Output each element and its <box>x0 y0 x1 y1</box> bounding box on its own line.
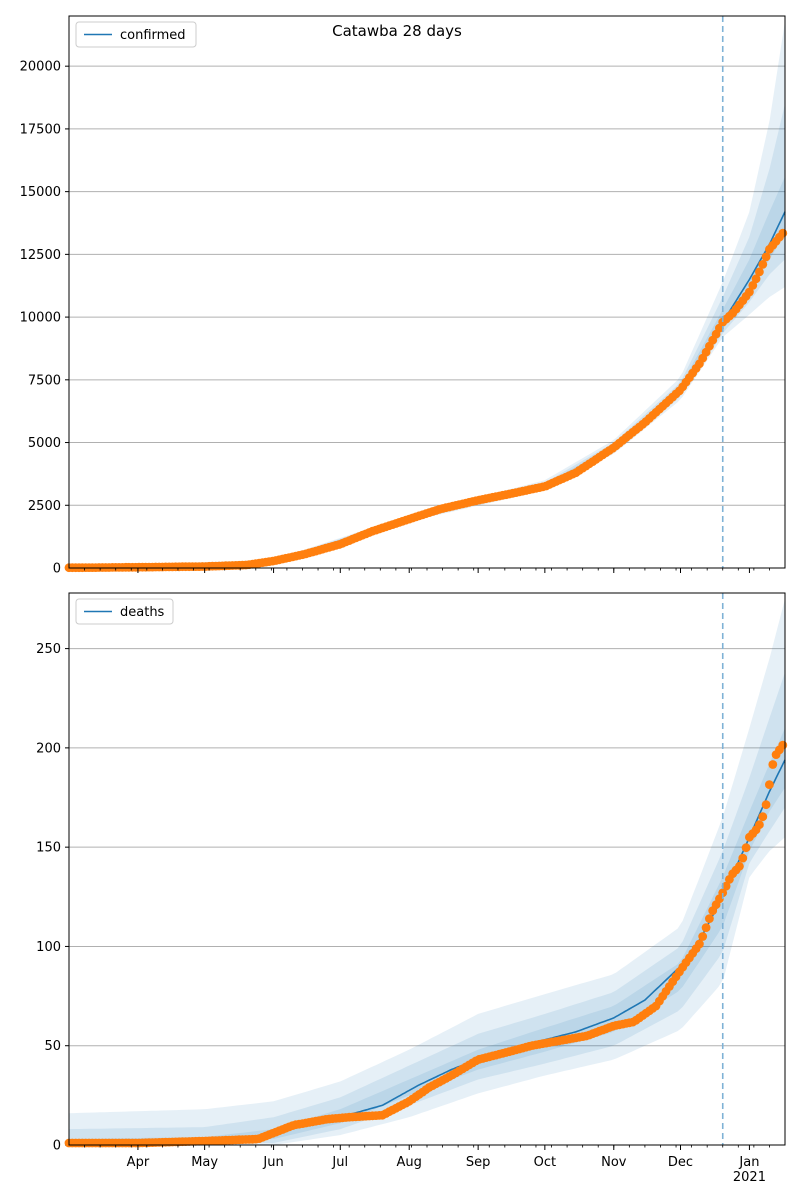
confirmed-observed-point <box>748 281 758 290</box>
confirmed-observed-point <box>755 267 764 277</box>
confirmed-observed-point <box>745 287 754 297</box>
deaths-observed-point <box>778 740 788 750</box>
confirmed-uncertainty-band-1 <box>69 103 785 568</box>
deaths-x-tick-label: Aug <box>397 1155 422 1170</box>
deaths-observed-point <box>765 780 774 789</box>
deaths-observed-point <box>741 843 751 853</box>
deaths-legend: deaths <box>75 598 174 625</box>
confirmed-y-tick-label: 17500 <box>20 122 61 137</box>
deaths-y-tick-label: 50 <box>44 1039 61 1054</box>
confirmed-y-tick-label: 15000 <box>20 185 61 200</box>
deaths-axes-frame <box>68 592 786 1146</box>
deaths-observed-point <box>735 861 744 871</box>
deaths-x-tick-label: Jun <box>262 1155 283 1170</box>
confirmed-y-tick-label: 12500 <box>20 248 61 263</box>
confirmed-y-tick-label: 2500 <box>28 499 61 514</box>
deaths-observed-point <box>698 932 708 941</box>
deaths-observed-point <box>721 881 731 891</box>
confirmed-y-tick-label: 0 <box>53 562 61 577</box>
confirmed-observed-point <box>758 260 768 269</box>
confirmed-legend-label: confirmed <box>120 28 186 43</box>
confirmed-y-tick-label: 10000 <box>20 311 61 326</box>
confirmed-observed-point <box>778 228 788 238</box>
confirmed-uncertainty-band-0 <box>69 21 785 568</box>
confirmed-y-tick-label: 7500 <box>28 373 61 388</box>
deaths-x-tick-label: Apr <box>127 1155 150 1170</box>
figure-title: Catawba 28 days <box>332 22 462 40</box>
deaths-x-tick-label: Nov <box>601 1155 627 1170</box>
confirmed-legend-box <box>75 21 197 48</box>
confirmed-y-tick-label: 20000 <box>20 60 61 75</box>
deaths-x-tick-label: 2021 <box>733 1170 766 1185</box>
deaths-x-tick-label: Dec <box>668 1155 693 1170</box>
deaths-observed-point <box>718 888 728 898</box>
deaths-x-tick-label: Sep <box>466 1155 491 1170</box>
deaths-y-tick-label: 150 <box>36 841 61 856</box>
deaths-uncertainty-band-0 <box>69 599 785 1145</box>
deaths-panel: 0 50 100 150 200 250 Apr May Jun Jul Aug Sep Oct Nov D… <box>36 592 788 1185</box>
confirmed-y-tick-label: 5000 <box>28 436 61 451</box>
confirmed-axes-frame <box>68 15 786 569</box>
deaths-x-tick-label: May <box>191 1155 218 1170</box>
deaths-y-tick-label: 100 <box>36 940 61 955</box>
deaths-y-tick-label: 250 <box>36 642 61 657</box>
confirmed-observed-point <box>751 274 761 284</box>
deaths-observed-point <box>705 914 714 923</box>
deaths-observed-point <box>738 853 748 863</box>
deaths-legend-label: deaths <box>120 605 165 620</box>
deaths-x-tick-label: Oct <box>534 1155 556 1170</box>
deaths-observed-point <box>695 939 704 949</box>
deaths-x-tick-label: Jan <box>738 1155 759 1170</box>
deaths-observed-point <box>758 812 768 822</box>
deaths-y-tick-label: 0 <box>53 1139 61 1154</box>
confirmed-panel: 0 2500 5000 7500 10000 12500 15000 17500 20000 co… <box>20 15 788 577</box>
deaths-observed-point <box>755 820 764 830</box>
deaths-observed-point <box>701 923 711 932</box>
confirmed-legend: confirmed <box>75 21 197 48</box>
confirmed-observed-point <box>761 252 771 262</box>
deaths-x-tick-label: Jul <box>331 1155 348 1170</box>
deaths-y-tick-label: 200 <box>36 741 61 756</box>
deaths-observed-point <box>761 800 771 810</box>
deaths-legend-box <box>75 598 174 625</box>
deaths-observed-point <box>768 760 778 769</box>
